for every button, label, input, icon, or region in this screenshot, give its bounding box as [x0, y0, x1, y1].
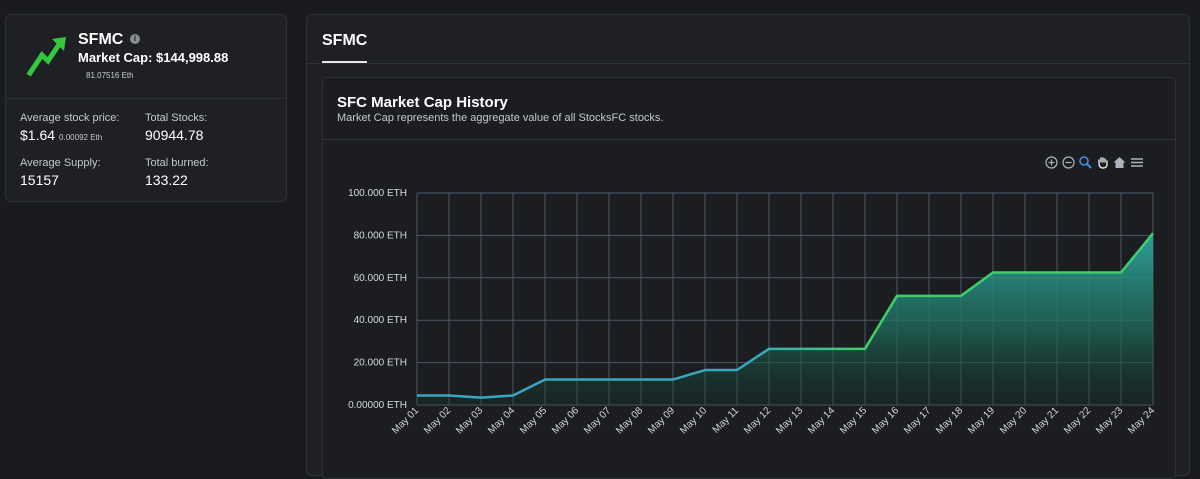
x-tick-label: May 06	[550, 405, 581, 436]
reset-home-icon[interactable]	[1112, 155, 1127, 170]
avg-supply-value: 15157	[20, 172, 59, 188]
x-tick-label: May 04	[486, 405, 517, 436]
series-area	[417, 233, 1153, 405]
chart-header: SFC Market Cap History Market Cap repres…	[323, 78, 1175, 140]
market-cap-value: $144,998.88	[156, 50, 229, 65]
y-tick-label: 80.000 ETH	[354, 230, 407, 241]
token-summary-card: SFMC i Market Cap: $144,998.88 81.07516 …	[5, 14, 287, 202]
x-tick-label: May 17	[902, 405, 933, 436]
y-tick-label: 60.000 ETH	[354, 273, 407, 284]
avg-price-value: $1.64 0.00092 Eth	[20, 127, 102, 143]
x-tick-label: May 20	[998, 405, 1029, 436]
chart-toolbar	[1044, 155, 1144, 171]
zoom-out-icon[interactable]	[1061, 155, 1076, 170]
tab-sfmc[interactable]: SFMC	[322, 32, 368, 49]
pan-hand-icon[interactable]	[1095, 155, 1110, 170]
x-tick-label: May 16	[870, 405, 901, 436]
zoom-in-icon[interactable]	[1044, 155, 1059, 170]
x-tick-label: May 11	[711, 405, 742, 436]
y-tick-label: 40.000 ETH	[354, 315, 407, 326]
total-burned-label: Total burned:	[145, 157, 209, 169]
market-cap-eth: 81.07516 Eth	[86, 71, 134, 80]
x-tick-label: May 09	[646, 405, 677, 436]
x-tick-label: May 02	[422, 405, 453, 436]
x-tick-label: May 05	[518, 405, 549, 436]
x-tick-label: May 19	[966, 405, 997, 436]
chart-card: SFC Market Cap History Market Cap repres…	[322, 77, 1176, 479]
x-tick-label: May 15	[838, 405, 869, 436]
chart-title: SFC Market Cap History	[337, 94, 508, 111]
tab-divider	[307, 63, 1189, 64]
x-tick-label: May 08	[614, 405, 645, 436]
token-symbol: SFMC	[78, 31, 124, 48]
info-icon[interactable]: i	[130, 34, 140, 44]
x-tick-label: May 14	[806, 405, 837, 436]
token-header: SFMC i Market Cap: $144,998.88 81.07516 …	[6, 15, 286, 99]
active-tab-indicator	[322, 61, 367, 63]
market-cap-chart: 0.00000 ETH 20.000 ETH 40.000 ETH 60.000 ET…	[348, 188, 1157, 436]
market-cap: Market Cap: $144,998.88	[78, 50, 228, 65]
avg-price-label: Average stock price:	[20, 112, 120, 124]
x-tick-label: May 07	[582, 405, 613, 436]
x-tick-label: May 18	[934, 405, 965, 436]
total-burned-value: 133.22	[145, 172, 188, 188]
x-tick-label: May 23	[1094, 405, 1125, 436]
total-stocks-value: 90944.78	[145, 127, 204, 143]
market-cap-panel: SFMC SFC Market Cap History Market Cap r…	[306, 14, 1190, 479]
series-line	[417, 232, 1154, 399]
x-tick-label: May 10	[678, 405, 709, 436]
x-tick-label: May 03	[454, 405, 485, 436]
y-tick-label: 100.000 ETH	[348, 188, 407, 199]
x-tick-label: May 21	[1030, 405, 1061, 436]
y-tick-label: 20.000 ETH	[354, 358, 407, 369]
total-stocks-label: Total Stocks:	[145, 112, 208, 124]
x-tick-label: May 13	[774, 405, 805, 436]
selection-zoom-icon[interactable]	[1078, 155, 1093, 170]
menu-icon[interactable]	[1129, 155, 1144, 170]
x-tick-label: May 12	[742, 405, 773, 436]
trending-up-icon	[26, 37, 66, 77]
x-tick-label: May 24	[1126, 405, 1157, 436]
avg-price-usd: $1.64	[20, 127, 56, 143]
y-tick-label: 0.00000 ETH	[348, 400, 407, 411]
x-tick-label: May 22	[1062, 405, 1093, 436]
chart-subtitle: Market Cap represents the aggregate valu…	[337, 112, 664, 124]
avg-price-eth: 0.00092 Eth	[59, 133, 103, 142]
avg-supply-label: Average Supply:	[20, 157, 101, 169]
market-cap-label: Market Cap:	[78, 50, 153, 65]
